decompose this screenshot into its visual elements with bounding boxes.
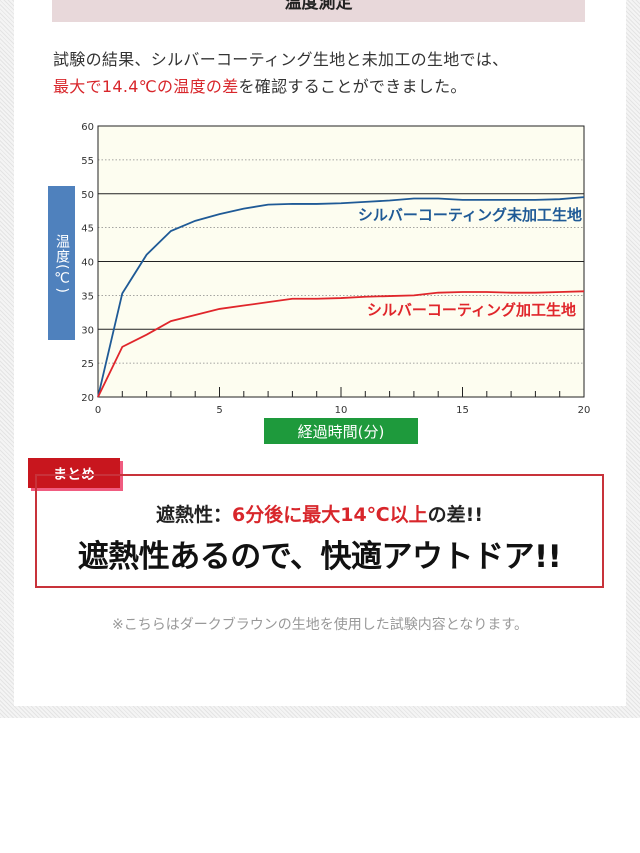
- series-line-1: [97, 290, 585, 398]
- y-tick-label: 40: [81, 258, 94, 269]
- y-tick-label: 60: [81, 122, 94, 133]
- summary-headline: 遮熱性あるので、快適アウトドア!!: [77, 539, 562, 575]
- intro-text: 試験の結果、シルバーコーティング生地と未加工の生地では、 最大で14.4℃の温度…: [53, 46, 508, 100]
- summary-box: 遮熱性：6分後に最大14℃以上の差!! 遮熱性あるので、快適アウトドア!!: [35, 474, 604, 588]
- y-axis-label: 温度(℃): [54, 234, 70, 294]
- y-tick-label: 20: [81, 393, 94, 404]
- plot-border: [97, 125, 585, 398]
- y-tick-label: 45: [81, 224, 94, 235]
- summary-label: 遮熱性：: [155, 504, 232, 526]
- summary-tag: まとめ: [28, 458, 120, 488]
- y-axis-label-box: [48, 186, 75, 340]
- temperature-chart: 20 25 30 35 40 45 50 55 60 0 5 10 15 20 シルバーコーティング未加工生…: [48, 122, 591, 444]
- x-axis-label: 経過時間(分): [298, 423, 385, 441]
- summary-suffix: の差!!: [427, 504, 484, 526]
- x-tick-label: 10: [335, 405, 348, 416]
- summary-line1: 遮熱性：6分後に最大14℃以上の差!!: [37, 500, 602, 527]
- intro-highlight: 最大で14.4℃の温度の差: [53, 77, 239, 96]
- intro-line1: 試験の結果、シルバーコーティング生地と未加工の生地では、: [53, 50, 509, 69]
- series-label-1: シルバーコーティング加工生地: [367, 301, 576, 319]
- x-tick-label: 15: [456, 405, 469, 416]
- y-tick-label: 55: [81, 156, 94, 167]
- x-tick-label: 20: [578, 405, 591, 416]
- section-title: 温度測定: [284, 0, 353, 13]
- x-axis-label-box: [264, 418, 418, 444]
- summary-highlight: 6分後に最大14℃以上: [232, 504, 428, 526]
- x-tick-label: 5: [216, 405, 222, 416]
- intro-line2: を確認することができました。: [238, 77, 467, 96]
- series-line-0: [97, 196, 585, 398]
- y-tick-label: 50: [81, 190, 94, 201]
- x-tick-label: 0: [95, 405, 101, 416]
- y-tick-label: 35: [81, 291, 94, 302]
- y-tick-label: 25: [81, 359, 94, 370]
- footnote: ※こちらはダークブラウンの生地を使用した試験内容となります。: [112, 617, 528, 633]
- series-label-0: シルバーコーティング未加工生地: [358, 206, 582, 224]
- section-header: 温度測定: [52, 0, 585, 22]
- y-tick-label: 30: [81, 325, 94, 336]
